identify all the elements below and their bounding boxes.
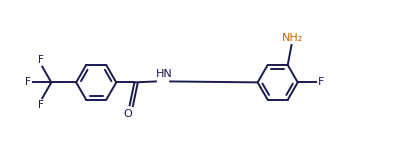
Text: F: F: [318, 77, 324, 87]
Text: F: F: [25, 77, 31, 87]
Text: F: F: [38, 55, 44, 65]
Text: HN: HN: [156, 69, 173, 79]
Text: NH₂: NH₂: [282, 33, 303, 43]
Text: O: O: [123, 109, 132, 119]
Text: F: F: [38, 100, 44, 110]
